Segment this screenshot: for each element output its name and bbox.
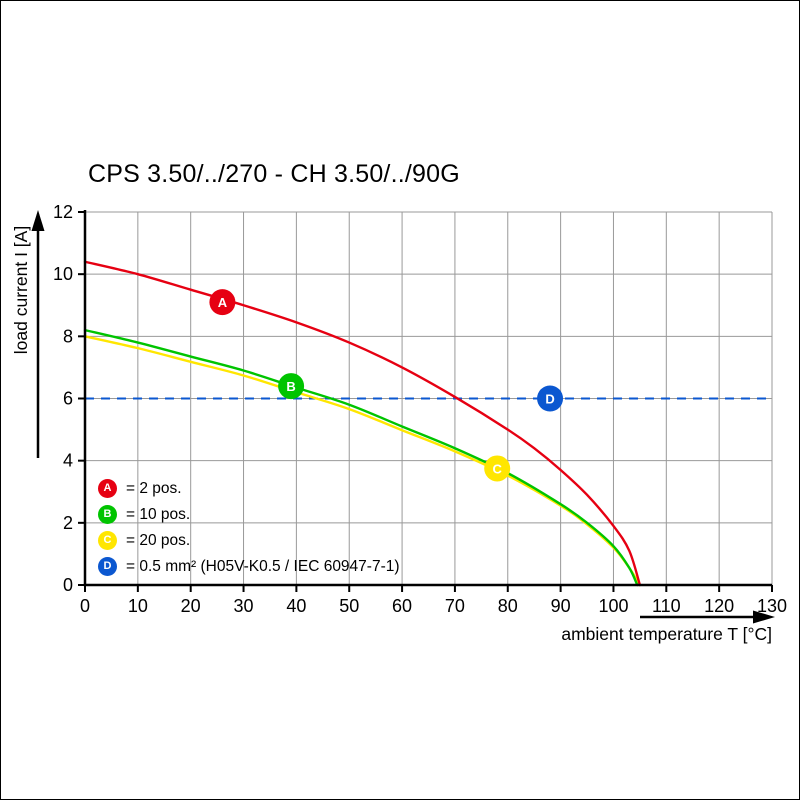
legend-label-a: = 2 pos. bbox=[126, 479, 182, 497]
y-tick-label: 4 bbox=[63, 451, 73, 471]
y-axis-label: load current I [A] bbox=[11, 225, 31, 355]
legend-item-a: A = 2 pos. bbox=[98, 479, 400, 498]
y-tick-label: 0 bbox=[63, 575, 73, 595]
x-axis-arrowhead-icon bbox=[753, 610, 775, 624]
x-tick-label: 20 bbox=[181, 596, 201, 616]
y-tick-label: 8 bbox=[63, 326, 73, 346]
legend-label-c: = 20 pos. bbox=[126, 531, 191, 549]
y-axis-arrowhead-icon bbox=[31, 210, 45, 231]
legend-item-d: D = 0.5 mm² (H05V-K0.5 / IEC 60947-7-1) bbox=[98, 557, 400, 576]
x-tick-label: 130 bbox=[757, 596, 787, 616]
x-tick-label: 0 bbox=[80, 596, 90, 616]
marker-label-c: C bbox=[493, 461, 503, 476]
marker-a bbox=[209, 289, 236, 316]
curve-a bbox=[83, 260, 642, 587]
legend-marker-d-icon: D bbox=[98, 557, 117, 576]
x-tick-label: 60 bbox=[392, 596, 412, 616]
x-tick-label: 110 bbox=[652, 596, 681, 616]
x-tick-label: 30 bbox=[234, 596, 254, 616]
x-tick-label: 120 bbox=[704, 596, 734, 616]
y-tick-label: 12 bbox=[53, 202, 73, 222]
chart-title: CPS 3.50/../270 - CH 3.50/../90G bbox=[88, 160, 460, 188]
x-tick-label: 70 bbox=[445, 596, 465, 616]
marker-label-d: D bbox=[545, 392, 554, 407]
x-tick-label: 50 bbox=[339, 596, 359, 616]
legend-label-d: = 0.5 mm² (H05V-K0.5 / IEC 60947-7-1) bbox=[126, 557, 400, 575]
y-tick-label: 6 bbox=[63, 389, 73, 409]
x-tick-label: 90 bbox=[551, 596, 571, 616]
marker-c bbox=[484, 455, 511, 482]
curve-b bbox=[83, 328, 639, 587]
legend-marker-b-icon: B bbox=[98, 505, 117, 524]
legend: A = 2 pos. B = 10 pos. C = 20 pos. D = 0… bbox=[98, 479, 400, 583]
marker-label-b: B bbox=[286, 379, 295, 394]
x-tick-label: 40 bbox=[286, 596, 306, 616]
legend-label-b: = 10 pos. bbox=[126, 505, 191, 523]
legend-marker-c-icon: C bbox=[98, 531, 117, 550]
x-tick-label: 80 bbox=[498, 596, 518, 616]
x-axis-label: ambient temperature T [°C] bbox=[561, 624, 772, 644]
legend-marker-a-icon: A bbox=[98, 479, 117, 498]
y-tick-label: 10 bbox=[53, 264, 73, 284]
marker-b bbox=[278, 373, 305, 400]
marker-label-a: A bbox=[218, 295, 228, 310]
x-tick-label: 100 bbox=[598, 596, 628, 616]
marker-d bbox=[537, 385, 564, 412]
legend-item-b: B = 10 pos. bbox=[98, 505, 400, 524]
x-tick-label: 10 bbox=[128, 596, 148, 616]
y-tick-label: 2 bbox=[63, 513, 73, 533]
legend-item-c: C = 20 pos. bbox=[98, 531, 400, 550]
